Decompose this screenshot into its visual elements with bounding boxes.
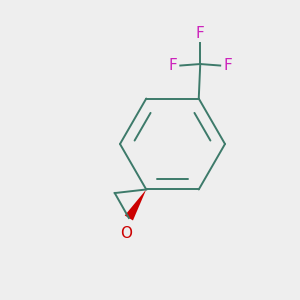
Text: F: F bbox=[196, 26, 205, 41]
Polygon shape bbox=[125, 190, 146, 220]
Text: F: F bbox=[169, 58, 177, 73]
Text: F: F bbox=[223, 58, 232, 73]
Text: O: O bbox=[120, 226, 132, 242]
